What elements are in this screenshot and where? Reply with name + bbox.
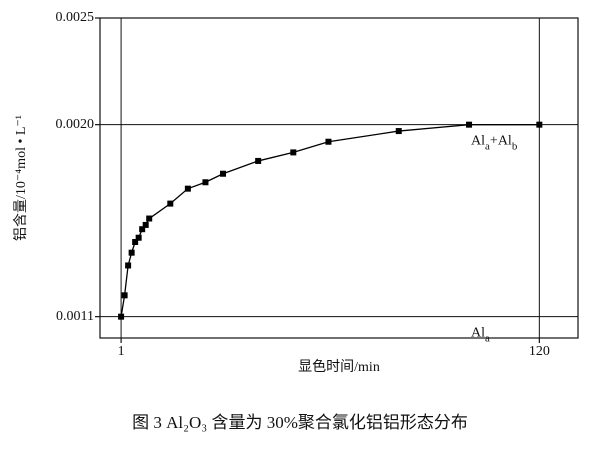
y-axis-label: 铝含量/10⁻⁴mol • L⁻¹	[13, 115, 29, 241]
y-tick-label: 0.0025	[56, 10, 95, 25]
x-axis-label: 显色时间/min	[298, 358, 380, 375]
data-point	[290, 149, 297, 156]
data-point	[167, 200, 174, 207]
x-tick-label: 1	[118, 344, 125, 359]
y-tick-label: 0.0020	[56, 117, 95, 132]
data-line	[120, 124, 540, 317]
data-point	[255, 157, 262, 164]
data-point	[135, 234, 142, 241]
data-point	[118, 313, 125, 320]
caption: 图 3 Al₂O₃ 含量为 30%聚合氯化铝铝形态分布	[132, 413, 468, 432]
data-point	[184, 185, 191, 192]
data-point	[139, 226, 146, 233]
annotation-part: Al	[471, 326, 485, 341]
data-point	[125, 262, 132, 269]
annotation-part: Al	[471, 134, 485, 149]
data-point	[121, 292, 128, 299]
data-point	[142, 221, 149, 228]
data-point	[220, 170, 227, 177]
data-point	[146, 215, 153, 222]
annotation-part: b	[512, 140, 518, 152]
data-point	[536, 121, 543, 128]
data-point	[395, 128, 402, 135]
annotation-part: +Al	[490, 134, 512, 149]
annotation: Ala	[471, 326, 490, 344]
y-tick-label: 0.0011	[56, 309, 94, 324]
data-point	[202, 179, 209, 186]
annotation: Ala+Alb	[471, 134, 518, 152]
data-point	[132, 239, 139, 245]
data-point	[128, 249, 135, 256]
plot-frame	[99, 17, 579, 339]
annotation-part: a	[485, 332, 490, 344]
x-tick-label: 120	[529, 344, 550, 359]
data-point	[466, 121, 473, 128]
data-point	[325, 138, 332, 145]
annotation-part: a	[485, 140, 490, 152]
